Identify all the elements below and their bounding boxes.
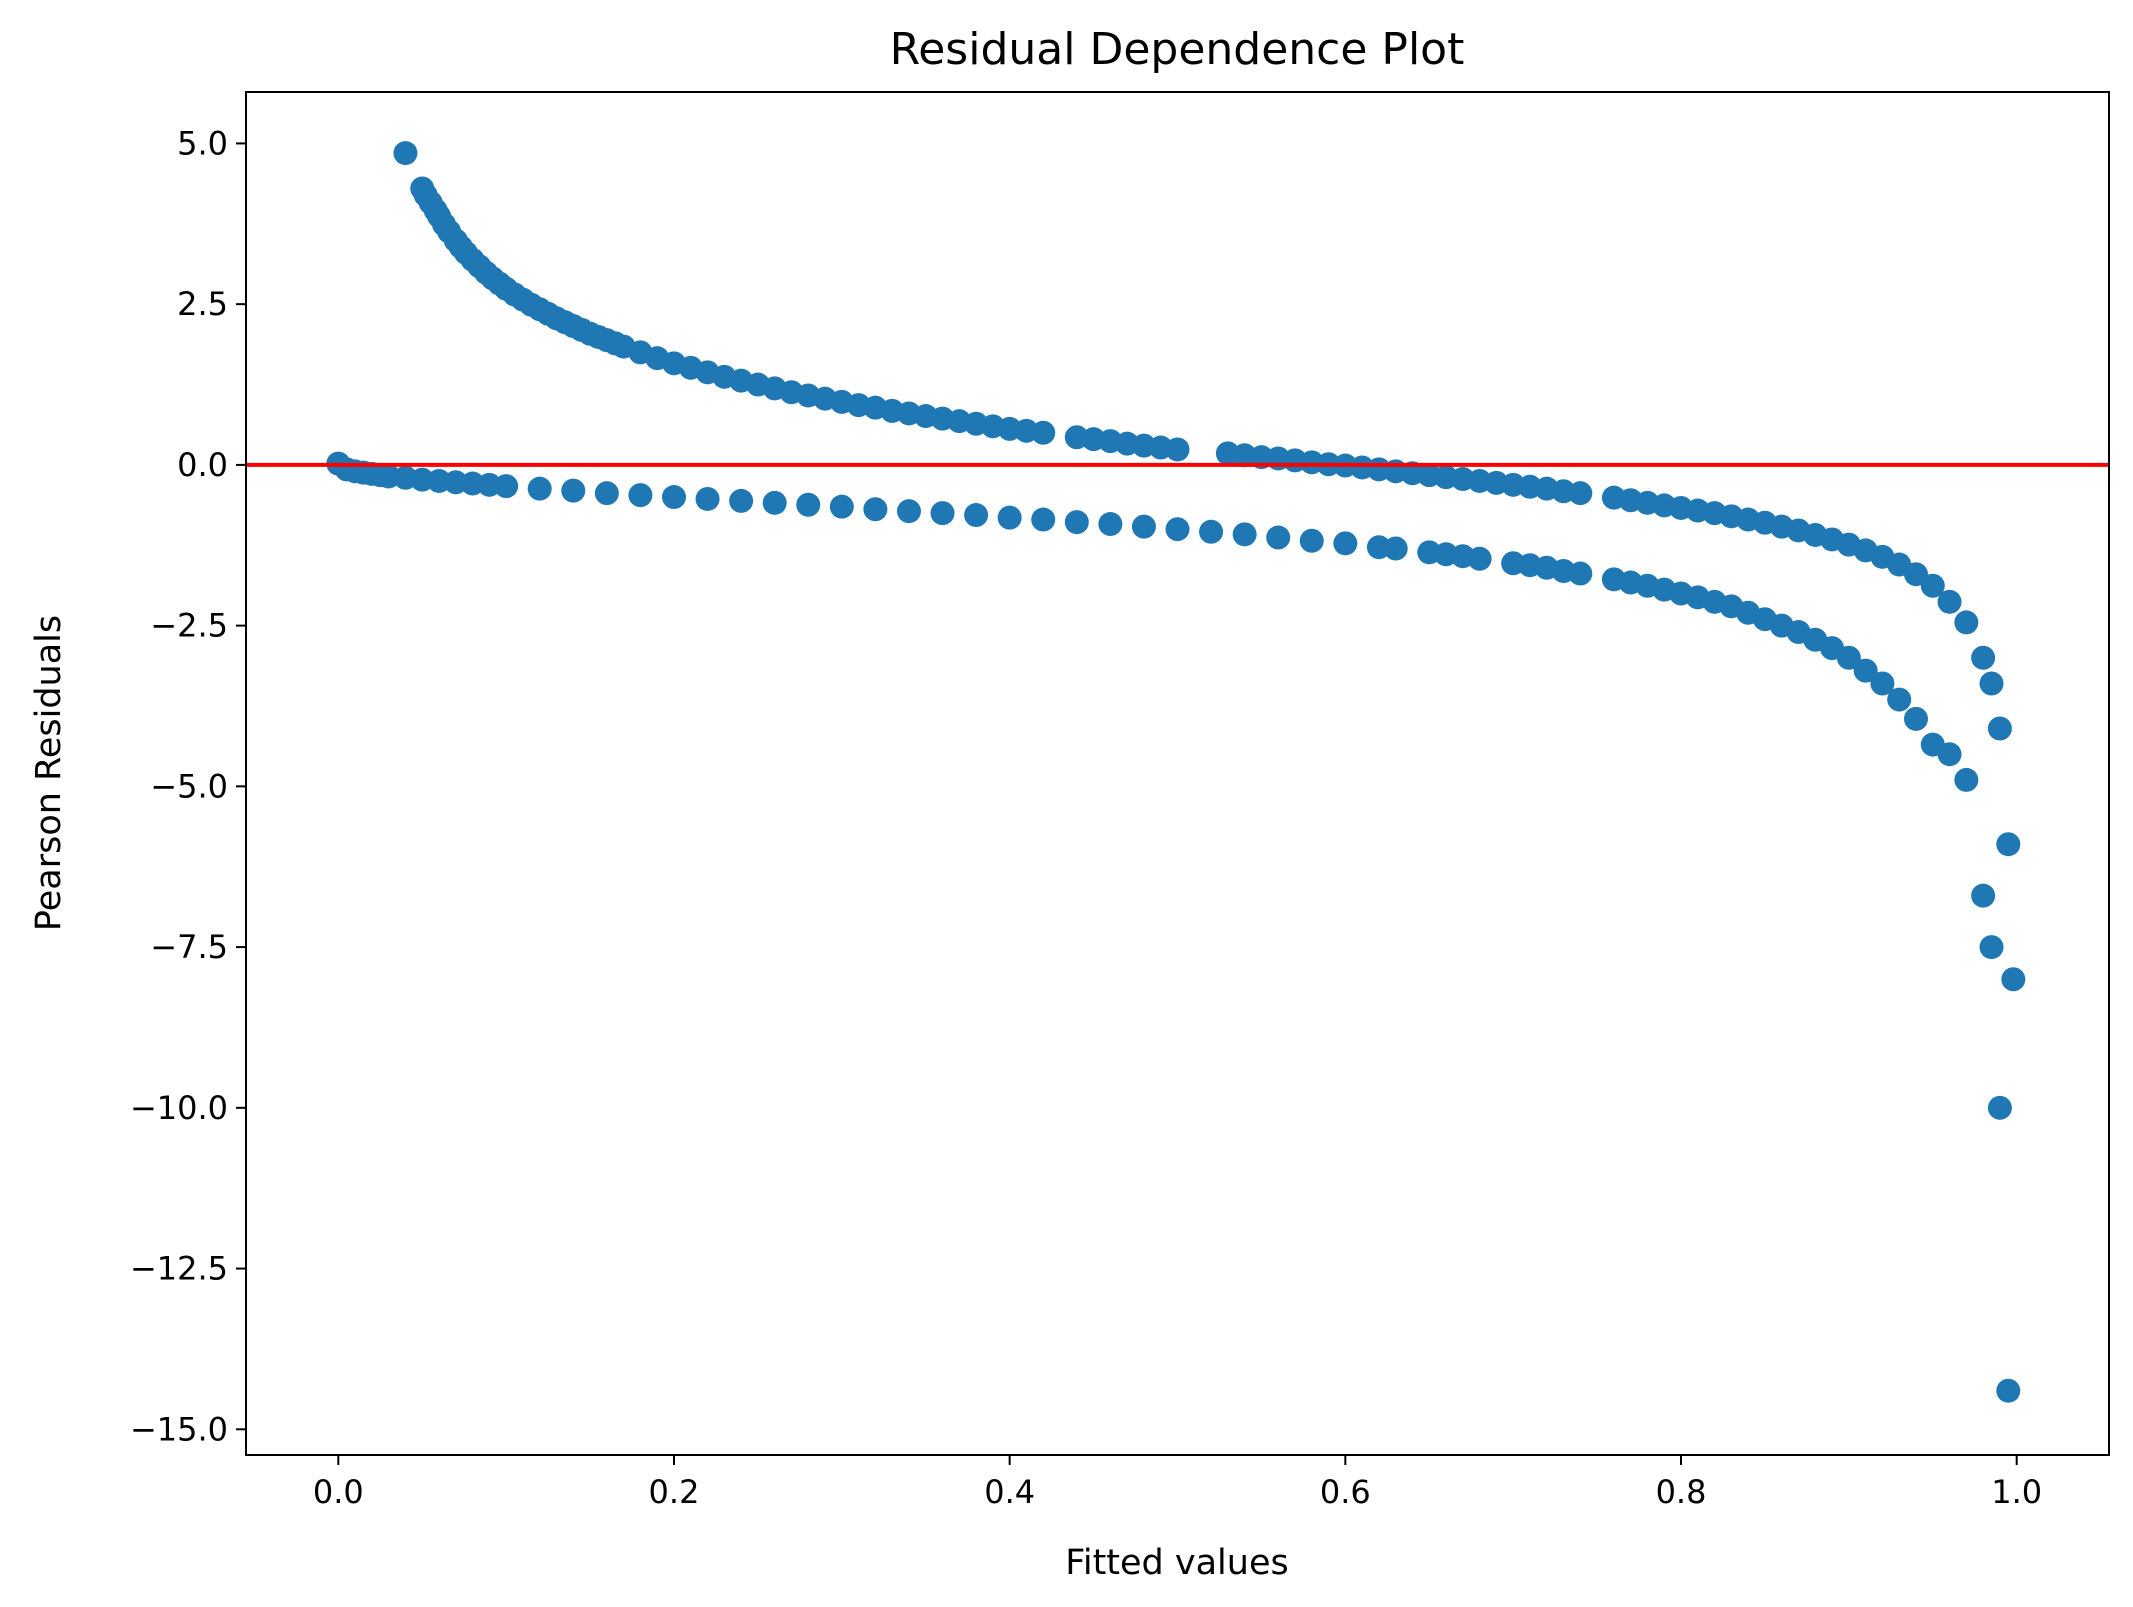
data-point (729, 488, 754, 513)
y-tick-label: −10.0 (130, 1089, 228, 1127)
data-point (1266, 525, 1291, 550)
data-point (1996, 832, 2021, 857)
y-tick-label: −5.0 (150, 767, 228, 805)
data-point (1836, 645, 1861, 670)
y-tick-label: −12.5 (130, 1250, 228, 1288)
data-point (1165, 517, 1190, 542)
data-point (1887, 687, 1912, 712)
data-point (628, 483, 653, 508)
data-point (561, 478, 586, 503)
data-point (1979, 935, 2004, 960)
data-point (1954, 610, 1979, 635)
data-point (1467, 546, 1492, 571)
data-point (494, 474, 519, 499)
y-axis-label: Pearson Residuals (29, 615, 69, 931)
data-point (695, 486, 720, 511)
data-point (393, 141, 418, 166)
data-point (863, 497, 888, 522)
y-tick-label: −7.5 (150, 928, 228, 966)
data-point (1299, 528, 1324, 553)
y-tick-label: −2.5 (150, 607, 228, 645)
data-point (1937, 742, 1962, 767)
data-point (1098, 512, 1123, 537)
data-point (1870, 671, 1895, 696)
x-tick-label: 0.0 (313, 1473, 364, 1511)
data-point (1920, 573, 1945, 598)
data-point (1031, 507, 1056, 532)
data-point (1987, 1095, 2012, 1120)
data-point (1031, 420, 1056, 445)
points-layer (326, 141, 2026, 1403)
data-point (1937, 589, 1962, 614)
data-point (527, 476, 552, 501)
data-point (1954, 767, 1979, 792)
data-point (1199, 519, 1224, 544)
data-point (1232, 522, 1257, 547)
data-point (594, 481, 619, 506)
data-point (1987, 716, 2012, 741)
data-point (1903, 706, 1928, 731)
ticks-layer: 0.0 0.2 0.4 0.6 0.8 1.0 5.0 2.5 0.0 −2.5 −5.0 −7.5 −… (130, 124, 2042, 1511)
x-tick-label: 1.0 (1991, 1473, 2042, 1511)
data-point (2001, 967, 2026, 992)
data-point (1979, 671, 2004, 696)
data-point (829, 494, 854, 519)
data-point (1971, 645, 1996, 670)
y-tick-label: 2.5 (177, 285, 228, 323)
plot-frame (245, 91, 2110, 1456)
y-tick-label: 5.0 (177, 124, 228, 162)
data-point (896, 499, 921, 524)
data-point (1064, 510, 1089, 535)
chart-title: Residual Dependence Plot (890, 24, 1465, 75)
data-point (661, 485, 686, 510)
y-tick-label: −15.0 (130, 1410, 228, 1448)
data-point (1971, 883, 1996, 908)
data-point (1853, 658, 1878, 683)
data-point (1165, 437, 1190, 462)
x-tick-label: 0.6 (1320, 1473, 1371, 1511)
data-point (997, 505, 1022, 530)
x-tick-label: 0.2 (649, 1473, 700, 1511)
data-point (796, 492, 821, 517)
y-tick-label: 0.0 (177, 446, 228, 484)
x-tick-label: 0.4 (984, 1473, 1035, 1511)
data-point (1568, 561, 1593, 586)
data-point (1131, 514, 1156, 539)
data-point (762, 490, 787, 515)
data-point (930, 501, 955, 526)
data-point (1383, 536, 1408, 561)
x-tick-label: 0.8 (1656, 1473, 1707, 1511)
data-point (1333, 531, 1358, 556)
data-point (1568, 481, 1593, 506)
x-axis-label: Fitted values (1065, 1543, 1288, 1583)
data-point (1903, 562, 1928, 587)
data-point (964, 503, 989, 528)
data-point (1996, 1378, 2021, 1403)
